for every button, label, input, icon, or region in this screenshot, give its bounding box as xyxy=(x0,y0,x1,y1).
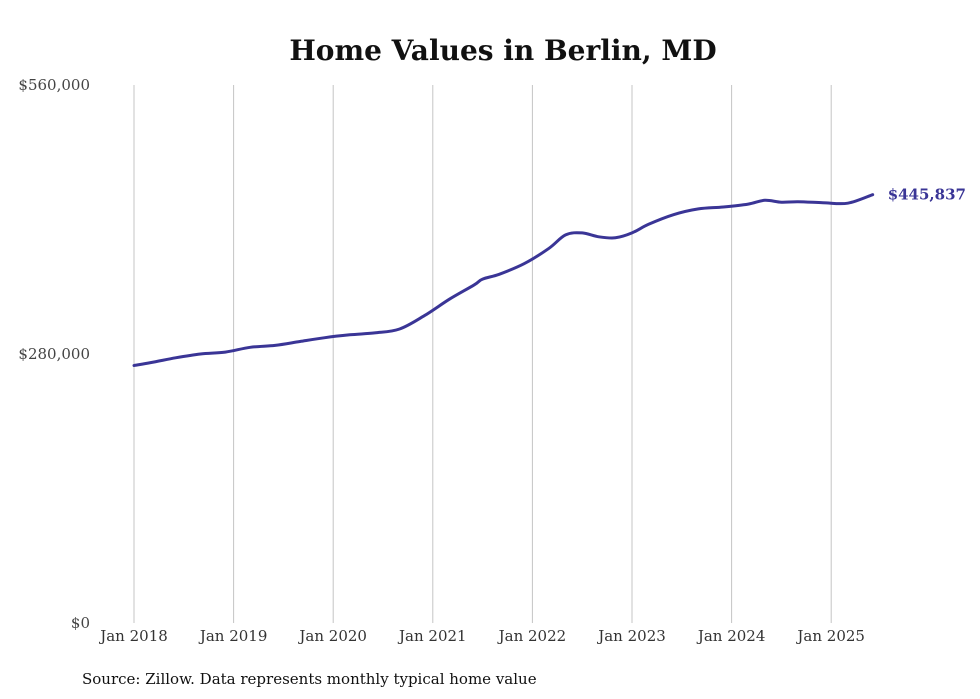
y-tick-label: $560,000 xyxy=(18,76,90,94)
source-note: Source: Zillow. Data represents monthly … xyxy=(82,670,537,688)
x-axis: Jan 2018 Jan 2019 Jan 2020 Jan 2021 Jan 2022… xyxy=(98,627,865,645)
x-tick-label: Jan 2018 xyxy=(98,627,168,645)
x-tick-label: Jan 2020 xyxy=(297,627,367,645)
home-value-line xyxy=(132,193,875,367)
x-tick-label: Jan 2019 xyxy=(198,627,268,645)
chart-title: Home Values in Berlin, MD xyxy=(289,34,716,67)
y-axis: $0 $280,000 $560,000 xyxy=(18,76,90,632)
x-tick-label: Jan 2024 xyxy=(696,627,766,645)
x-tick-label: Jan 2025 xyxy=(795,627,865,645)
x-tick-label: Jan 2023 xyxy=(596,627,666,645)
latest-value-label: $445,837 xyxy=(888,186,966,204)
x-tick-label: Jan 2022 xyxy=(497,627,567,645)
y-tick-label: $0 xyxy=(71,614,90,632)
x-tick-label: Jan 2021 xyxy=(397,627,467,645)
y-tick-label: $280,000 xyxy=(18,345,90,363)
gridlines xyxy=(133,85,832,623)
